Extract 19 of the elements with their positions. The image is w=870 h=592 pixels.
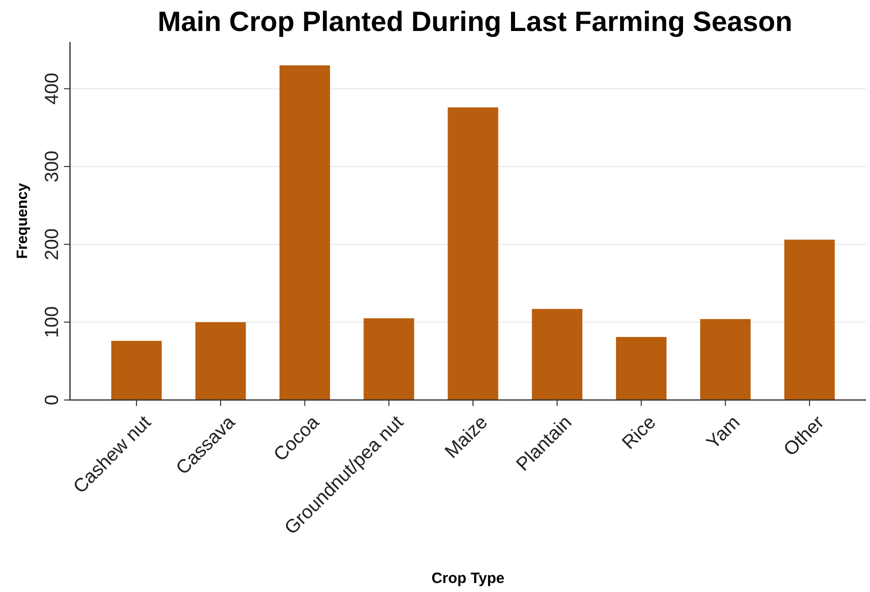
x-axis-title: Crop Type [431,570,505,587]
y-tick-label: 0 [42,394,63,406]
y-axis-title: Frequency [14,182,31,259]
y-tick-label: 400 [42,72,63,105]
y-tick-label: 200 [42,228,63,260]
bar [448,107,498,400]
y-tick-label: 100 [42,306,63,338]
bar [700,319,751,400]
bar [195,322,246,400]
y-tick-label: 300 [42,150,63,182]
chart-title: Main Crop Planted During Last Farming Season [158,6,792,37]
bar [280,65,330,400]
x-tick-label: Rice [618,412,660,454]
bar [784,240,835,400]
bar [532,308,582,400]
x-tick-label: Yam [702,412,744,454]
bar [111,340,162,400]
bar [616,336,666,400]
bar [364,318,414,400]
